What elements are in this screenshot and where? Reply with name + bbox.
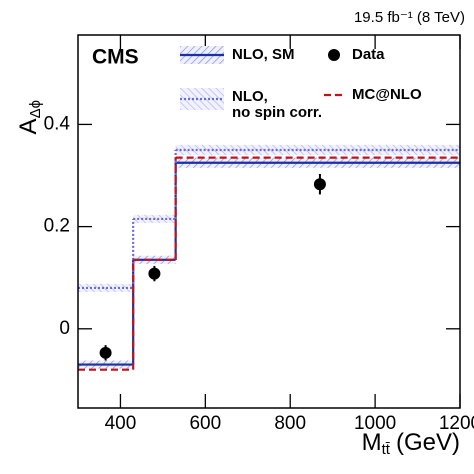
y-axis-label-main: A: [15, 118, 42, 134]
x-tick-label: 400: [105, 413, 137, 434]
legend-label: NLO, no spin corr.: [232, 88, 323, 121]
uncertainty-band: [78, 283, 134, 293]
data-point: [99, 346, 112, 359]
data-point: [313, 178, 326, 191]
x-axis-label: Mtt̄ (GeV): [362, 429, 460, 458]
legend-label: MC@NLO: [352, 86, 422, 103]
y-tick-label: 0.2: [44, 216, 70, 237]
lumi-label: 19.5 fb⁻¹ (8 TeV): [354, 9, 465, 26]
x-tick-label: 1200: [439, 413, 474, 434]
y-axis-label: AΔϕ: [15, 100, 44, 134]
data-point: [148, 267, 161, 280]
legend-marker: [328, 49, 340, 61]
x-tick-label: 600: [189, 413, 221, 434]
experiment-label: CMS: [92, 46, 139, 69]
legend-label: NLO, SM: [232, 46, 295, 63]
plot-frame: [77, 34, 461, 409]
x-axis-label-unit: (GeV): [396, 429, 460, 456]
x-axis-label-sub: tt̄: [382, 441, 391, 458]
y-tick-label: 0.4: [44, 113, 71, 134]
x-axis-label-main: M: [362, 429, 382, 456]
uncertainty-band: [175, 144, 460, 156]
x-tick-label: 1000: [354, 413, 396, 434]
y-axis-label-sub: Δϕ: [27, 100, 44, 118]
x-tick-label: 800: [274, 413, 306, 434]
y-tick-label: 0: [59, 318, 70, 339]
legend-label: Data: [352, 46, 385, 63]
